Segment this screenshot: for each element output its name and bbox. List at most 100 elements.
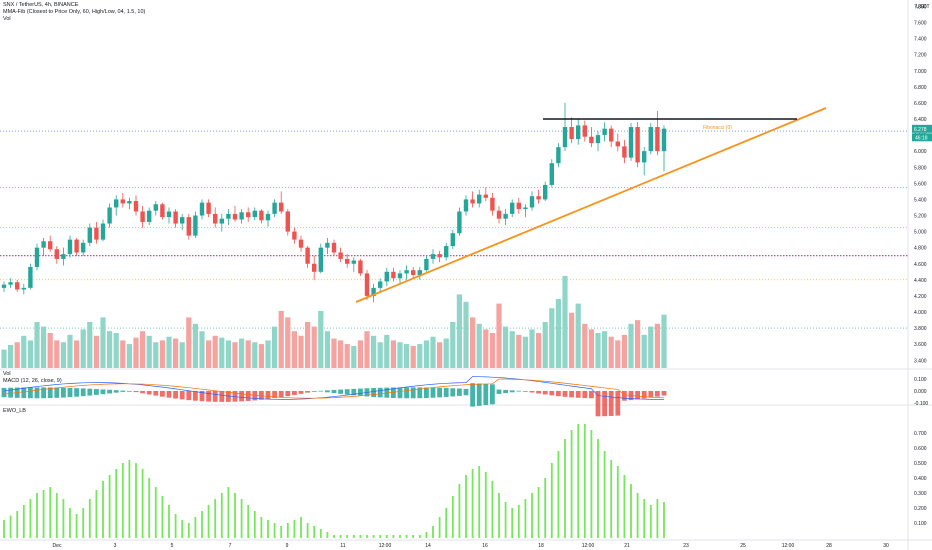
- volume-bar: [239, 338, 245, 368]
- ewo-bar: [42, 490, 45, 538]
- volume-bar: [140, 331, 146, 368]
- macd-histogram-bar: [212, 391, 218, 402]
- ewo-bar: [88, 499, 91, 538]
- candle-body: [298, 239, 304, 248]
- macd-histogram-bar: [575, 391, 581, 398]
- volume-bar: [582, 323, 588, 368]
- macd-histogram-bar: [28, 387, 33, 399]
- ewo-bar: [649, 505, 652, 538]
- macd-histogram-bar: [232, 391, 238, 402]
- time-tick-label: 7: [229, 543, 232, 549]
- volume-bar: [641, 334, 647, 368]
- volume-bar: [305, 322, 311, 368]
- macd-histogram-bar: [358, 388, 363, 396]
- macd-histogram-bar: [245, 391, 251, 401]
- macd-histogram-bar: [569, 391, 574, 398]
- macd-histogram-bar: [74, 388, 79, 397]
- last-price-text: 6.278: [914, 127, 927, 133]
- macd-histogram-bar: [186, 391, 192, 401]
- ewo-bar: [141, 469, 144, 538]
- macd-histogram-bar: [1, 387, 7, 398]
- candle-body: [437, 254, 442, 258]
- ewo-bar: [339, 535, 342, 538]
- countdown-text: 46:18: [915, 135, 928, 141]
- macd-histogram-bar: [21, 387, 27, 399]
- candle-body: [265, 213, 271, 221]
- volume-bar: [443, 338, 449, 368]
- candle-body: [140, 211, 145, 222]
- macd-histogram-bar: [87, 388, 93, 396]
- candle-body: [199, 202, 205, 216]
- ewo-bar: [458, 484, 461, 538]
- candle-body: [147, 210, 152, 222]
- volume-bar: [371, 335, 377, 368]
- volume-bar: [1, 349, 7, 368]
- candle-body: [496, 210, 502, 219]
- ewo-bar: [174, 514, 177, 538]
- legend-vol[interactable]: Vol: [3, 16, 11, 22]
- volume-bar: [252, 342, 258, 368]
- ewo-bar: [148, 478, 151, 538]
- volume-bar: [450, 322, 456, 368]
- candle-body: [259, 210, 264, 221]
- volume-bar: [496, 303, 502, 368]
- macd-histogram-bar: [331, 389, 337, 394]
- candle-body: [411, 270, 416, 276]
- macd-histogram-bar: [443, 388, 449, 397]
- ewo-bar: [379, 535, 382, 538]
- candle-body: [490, 197, 495, 211]
- candle-body: [510, 202, 515, 214]
- ewo-tick-label: 0.400: [914, 476, 927, 482]
- volume-bar: [377, 342, 383, 368]
- macd-histogram-bar: [615, 391, 621, 416]
- macd-histogram-bar: [661, 391, 667, 396]
- ewo-bar: [511, 508, 514, 538]
- ewo-bar: [550, 463, 553, 538]
- ewo-bar: [478, 466, 481, 538]
- candle-body: [186, 217, 191, 236]
- macd-histogram-bar: [206, 391, 211, 402]
- macd-histogram-bar: [397, 387, 403, 399]
- macd-histogram-bar: [344, 389, 350, 395]
- volume-bar: [437, 342, 443, 368]
- candle-body: [193, 215, 198, 236]
- macd-histogram-bar: [298, 391, 304, 394]
- ewo-bar: [438, 517, 441, 538]
- time-tick-label: 18: [538, 543, 544, 549]
- ewo-bar: [247, 505, 250, 538]
- candle-body: [34, 247, 40, 267]
- candle-body: [562, 127, 568, 148]
- candle-body: [589, 136, 594, 144]
- legend-mma[interactable]: MMA-Fib (Closest to Price Only, 60, High…: [3, 9, 146, 15]
- legend-vol-2[interactable]: Vol: [3, 371, 11, 377]
- ewo-bar: [557, 451, 560, 538]
- macd-histogram-bar: [67, 387, 73, 398]
- ewo-bar: [465, 475, 467, 538]
- legend-symbol[interactable]: SNX / TetherUS, 4h, BINANCE: [3, 2, 79, 8]
- legend-ewo[interactable]: EWO_LB: [3, 408, 26, 414]
- volume-bar: [476, 323, 482, 368]
- legend-macd[interactable]: MACD (12, 26, close, 9): [3, 378, 62, 384]
- macd-histogram-bar: [503, 389, 508, 394]
- volume-bar: [602, 331, 608, 368]
- currency-label: USDT: [916, 4, 930, 10]
- price-tick-label: 3.800: [914, 326, 927, 332]
- price-tick-label: 5.200: [914, 214, 927, 220]
- candle-body: [166, 211, 172, 218]
- candle-body: [622, 146, 627, 158]
- ewo-bar: [29, 499, 32, 538]
- ewo-bar: [504, 502, 507, 538]
- volume-bar: [430, 336, 436, 368]
- candle-body: [417, 270, 422, 276]
- price-tick-label: 6.000: [914, 149, 927, 155]
- time-tick-label: 21: [624, 543, 630, 549]
- macd-histogram-bar: [351, 388, 357, 396]
- macd-histogram-bar: [239, 391, 244, 402]
- macd-histogram-bar: [8, 387, 13, 398]
- candle-body: [107, 207, 112, 224]
- ewo-bar: [82, 508, 85, 538]
- ewo-bar: [333, 535, 335, 538]
- ewo-bar: [220, 493, 223, 538]
- macd-histogram-bar: [41, 387, 46, 399]
